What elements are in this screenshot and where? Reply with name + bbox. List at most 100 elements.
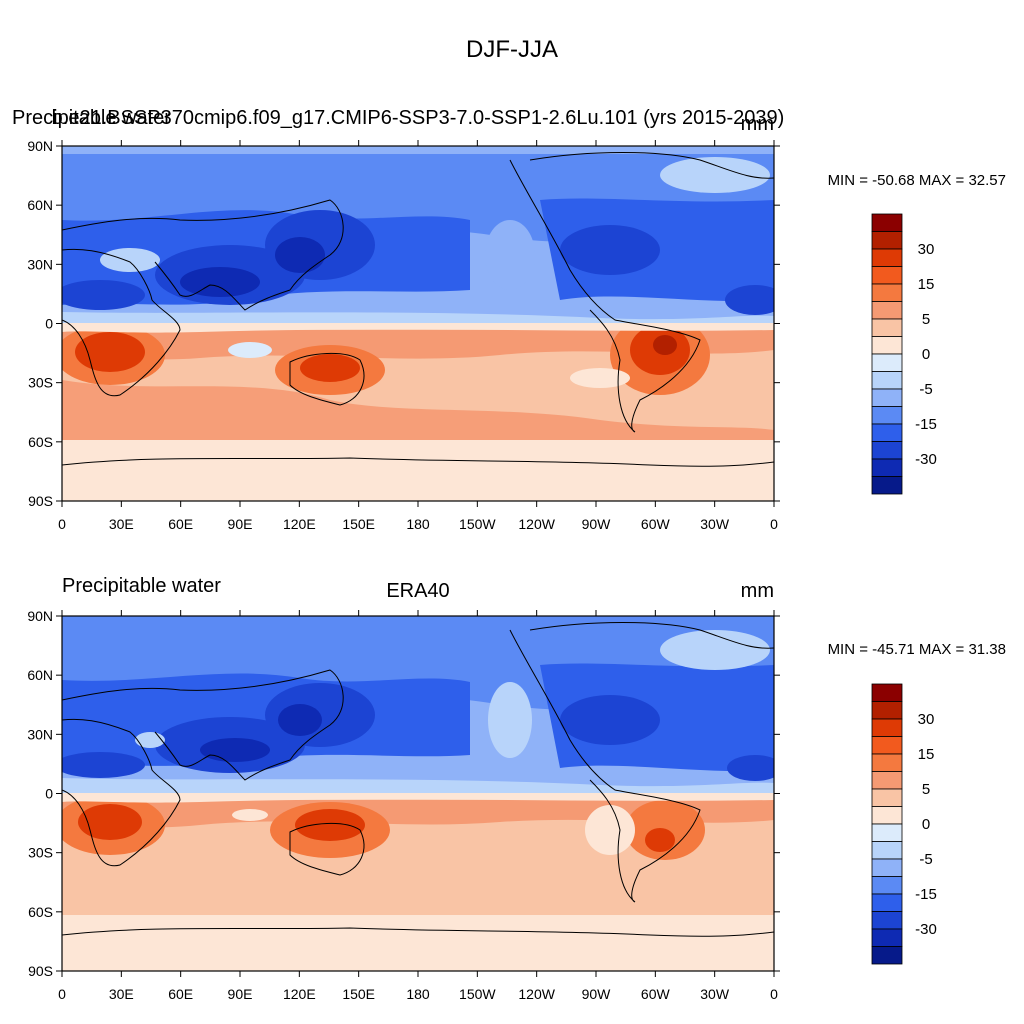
lat-label: 0 (45, 786, 53, 802)
lon-label: 150W (459, 516, 496, 532)
lat-label: 60N (27, 197, 53, 213)
colorbar-swatch (871, 876, 903, 895)
panel-2-colorbar-labels: 30 15 5 0 -5 -15 -30 (915, 711, 937, 938)
lon-label: 60E (168, 516, 193, 532)
lat-label: 30N (27, 726, 53, 742)
panel-1-lat-labels: 90N 60N 30N 0 30S 60S 90S (27, 138, 53, 509)
colorbar-swatch (871, 301, 903, 320)
lon-label: 150E (342, 986, 375, 1002)
panel-2-coastlines (62, 622, 774, 937)
lon-label: 0 (770, 986, 778, 1002)
lon-label: 180 (406, 516, 430, 532)
colorbar-swatch (871, 683, 903, 702)
lat-label: 30S (28, 375, 53, 391)
panel-2-variable-title: Precipitable water (62, 575, 221, 597)
figure-title: DJF-JJA (466, 36, 558, 63)
lon-label: 30W (700, 986, 730, 1002)
colorbar-swatch (871, 248, 903, 267)
colorbar-label: -30 (915, 921, 937, 938)
panel-2-colorbar (871, 683, 903, 965)
panel-2-minmax: MIN = -45.71 MAX = 31.38 (828, 641, 1006, 658)
colorbar-swatch (871, 388, 903, 407)
panel-2-map (62, 616, 774, 971)
colorbar-swatch (871, 231, 903, 250)
lat-label: 60S (28, 904, 53, 920)
lat-label: 90S (28, 963, 53, 979)
panel-1-coastlines (62, 152, 774, 467)
colorbar-label: -5 (919, 851, 932, 868)
panel-2: Precipitable water ERA40 mm (27, 575, 1006, 1002)
colorbar-swatch (871, 788, 903, 807)
lon-label: 0 (770, 516, 778, 532)
colorbar-swatch (871, 911, 903, 930)
lat-label: 90N (27, 608, 53, 624)
colorbar-swatch (871, 736, 903, 755)
lon-label: 60E (168, 986, 193, 1002)
colorbar-swatch (871, 841, 903, 860)
colorbar-swatch (871, 283, 903, 302)
lon-label: 180 (406, 986, 430, 1002)
lon-label: 120E (283, 986, 316, 1002)
lat-label: 90N (27, 138, 53, 154)
lat-label: 60N (27, 667, 53, 683)
colorbar-swatch (871, 406, 903, 425)
colorbar-swatch (871, 336, 903, 355)
lon-label: 90E (228, 986, 253, 1002)
colorbar-label: -15 (915, 886, 937, 903)
lon-label: 30W (700, 516, 730, 532)
colorbar-swatch (871, 476, 903, 495)
colorbar-label: -15 (915, 416, 937, 433)
panel-2-units: mm (741, 580, 774, 602)
panel-1: Precipitable water b.e21.BSSP370cmip6.f0… (12, 107, 1006, 532)
colorbar-swatch (871, 806, 903, 825)
colorbar-swatch (871, 771, 903, 790)
panel-1-minmax: MIN = -50.68 MAX = 32.57 (828, 172, 1006, 189)
panel-1-ticks (56, 140, 780, 507)
colorbar-swatch (871, 718, 903, 737)
colorbar-swatch (871, 893, 903, 912)
lon-label: 120W (518, 516, 555, 532)
colorbar-label: -5 (919, 381, 932, 398)
colorbar-swatch (871, 441, 903, 460)
panel-2-case-title: ERA40 (386, 580, 449, 602)
lon-label: 30E (109, 986, 134, 1002)
lon-label: 150W (459, 986, 496, 1002)
colorbar-label: 0 (922, 346, 930, 363)
colorbar-label: 5 (922, 781, 930, 798)
lon-label: 60W (641, 516, 671, 532)
panel-1-variable-title: Precipitable water (12, 107, 171, 129)
panel-2-antarctic-field (62, 915, 774, 971)
colorbar-swatch (871, 266, 903, 285)
lat-label: 30S (28, 845, 53, 861)
colorbar-swatch (871, 318, 903, 337)
colorbar-swatch (871, 213, 903, 232)
colorbar-swatch (871, 458, 903, 477)
lon-label: 90E (228, 516, 253, 532)
colorbar-label: 30 (918, 711, 935, 728)
panel-1-units: mm (741, 113, 774, 135)
colorbar-label: 15 (918, 746, 935, 763)
lat-label: 30N (27, 256, 53, 272)
lon-label: 30E (109, 516, 134, 532)
colorbar-label: 30 (918, 241, 935, 258)
colorbar-swatch (871, 701, 903, 720)
colorbar-swatch (871, 928, 903, 947)
panel-1-lon-labels: 0 30E 60E 90E 120E 150E 180 150W 120W 90W 60W 30W 0 (58, 516, 778, 532)
panel-2-lat-labels: 90N 60N 30N 0 30S 60S 90S (27, 608, 53, 979)
colorbar-label: 0 (922, 816, 930, 833)
panel-1-map (62, 146, 774, 501)
colorbar-label: -30 (915, 451, 937, 468)
panel-1-colorbar (871, 213, 903, 495)
panel-1-case-title: b.e21.BSSP370cmip6.f09_g17.CMIP6-SSP3-7.… (52, 107, 785, 129)
lon-label: 60W (641, 986, 671, 1002)
lon-label: 90W (582, 986, 612, 1002)
colorbar-swatch (871, 946, 903, 965)
lon-label: 120E (283, 516, 316, 532)
panel-2-lon-labels: 0 30E 60E 90E 120E 150E 180 150W 120W 90W 60W 30W 0 (58, 986, 778, 1002)
lon-label: 120W (518, 986, 555, 1002)
lon-label: 0 (58, 986, 66, 1002)
colorbar-swatch (871, 371, 903, 390)
colorbar-swatch (871, 753, 903, 772)
lat-label: 60S (28, 434, 53, 450)
